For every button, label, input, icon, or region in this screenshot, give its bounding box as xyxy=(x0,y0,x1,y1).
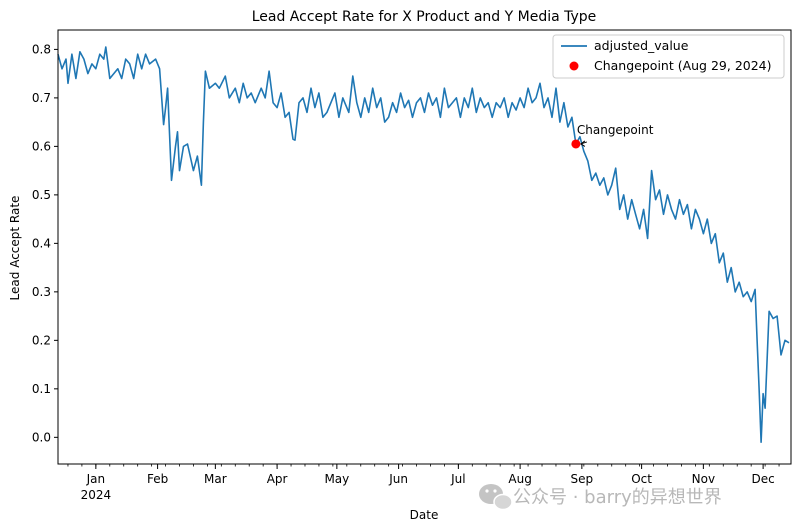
y-axis-title: Lead Accept Rate xyxy=(8,196,22,301)
x-tick-label: Jul xyxy=(450,472,465,486)
y-tick-label: 0.3 xyxy=(32,285,51,299)
legend: adjusted_value Changepoint (Aug 29, 2024… xyxy=(552,34,785,79)
y-axis-ticks: 0.0 0.1 0.2 0.3 0.4 0.5 0.6 0.7 0.8 xyxy=(32,42,58,444)
wechat-icon xyxy=(479,484,513,511)
legend-label-changepoint: Changepoint (Aug 29, 2024) xyxy=(594,58,772,73)
y-tick-label: 0.0 xyxy=(32,430,51,444)
x-axis-ticks: Jan 2024 Feb Mar Apr May Jun Jul Aug Sep Oct Nov Dec xyxy=(67,464,780,502)
changepoint-layer: Changepoint xyxy=(571,123,654,149)
changepoint-arrowhead xyxy=(579,140,586,147)
x-tick-label: Dec xyxy=(751,472,774,486)
x-tick-label: Sep xyxy=(571,472,594,486)
changepoint-annotation-label: Changepoint xyxy=(577,123,654,137)
y-tick-label: 0.4 xyxy=(32,236,51,250)
series-line-adjusted-value xyxy=(57,46,790,444)
y-tick-label: 0.6 xyxy=(32,139,51,153)
x-tick-label: Mar xyxy=(204,472,227,486)
x-tick-label: Nov xyxy=(692,472,715,486)
y-tick-label: 0.8 xyxy=(32,42,51,56)
series-layer xyxy=(57,46,790,444)
legend-marker-changepoint xyxy=(569,61,579,71)
x-tick-label: Jan xyxy=(86,472,106,486)
changepoint-marker xyxy=(571,139,581,149)
y-tick-label: 0.7 xyxy=(32,91,51,105)
x-tick-label: May xyxy=(324,472,349,486)
legend-box xyxy=(552,34,785,79)
legend-label-series: adjusted_value xyxy=(594,38,689,53)
x-tick-label: Aug xyxy=(508,472,531,486)
x-axis-title: Date xyxy=(410,508,439,522)
plot-frame xyxy=(57,29,792,465)
x-tick-label: Jun xyxy=(388,472,408,486)
x-tick-label: Feb xyxy=(147,472,168,486)
x-tick-label: Oct xyxy=(631,472,652,486)
y-tick-label: 0.5 xyxy=(32,188,51,202)
y-tick-label: 0.2 xyxy=(32,333,51,347)
y-tick-label: 0.1 xyxy=(32,382,51,396)
watermark-text: 公众号 · barry的异想世界 xyxy=(513,487,722,508)
chart-title: Lead Accept Rate for X Product and Y Med… xyxy=(252,9,597,25)
x-tick-label: Apr xyxy=(267,472,288,486)
watermark: 公众号 · barry的异想世界 xyxy=(479,484,722,511)
x-tick-sublabel: 2024 xyxy=(81,488,112,502)
